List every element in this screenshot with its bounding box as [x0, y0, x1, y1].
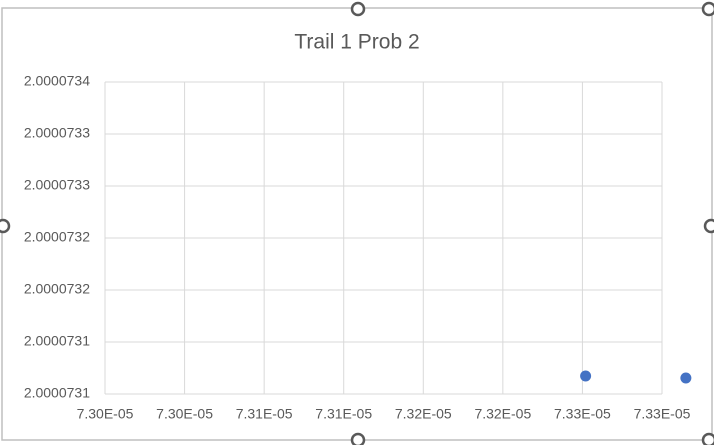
- x-tick-label: 7.33E-05: [554, 406, 611, 422]
- x-tick-label: 7.31E-05: [315, 406, 372, 422]
- handle[interactable]: [703, 218, 714, 234]
- handle[interactable]: [350, 1, 366, 17]
- x-tick-label: 7.32E-05: [395, 406, 452, 422]
- handle[interactable]: [350, 432, 366, 445]
- handle[interactable]: [701, 432, 714, 445]
- y-tick-label: 2.0000734: [24, 73, 90, 89]
- y-tick-label: 2.0000732: [24, 229, 90, 245]
- y-tick-label: 2.0000731: [24, 333, 90, 349]
- data-point: [680, 372, 692, 384]
- chart-title: Trail 1 Prob 2: [294, 31, 419, 54]
- data-point: [580, 370, 592, 382]
- chart-frame: [1, 7, 713, 441]
- y-tick-label: 2.0000731: [24, 385, 90, 401]
- handle[interactable]: [0, 218, 11, 234]
- x-tick-label: 7.30E-05: [156, 406, 213, 422]
- x-tick-label: 7.30E-05: [77, 406, 134, 422]
- y-tick-label: 2.0000733: [24, 125, 90, 141]
- handle[interactable]: [701, 1, 714, 17]
- x-tick-label: 7.32E-05: [474, 406, 531, 422]
- y-tick-label: 2.0000733: [24, 177, 90, 193]
- x-tick-label: 7.31E-05: [236, 406, 293, 422]
- y-tick-label: 2.0000732: [24, 281, 90, 297]
- x-tick-label: 7.33E-05: [634, 406, 691, 422]
